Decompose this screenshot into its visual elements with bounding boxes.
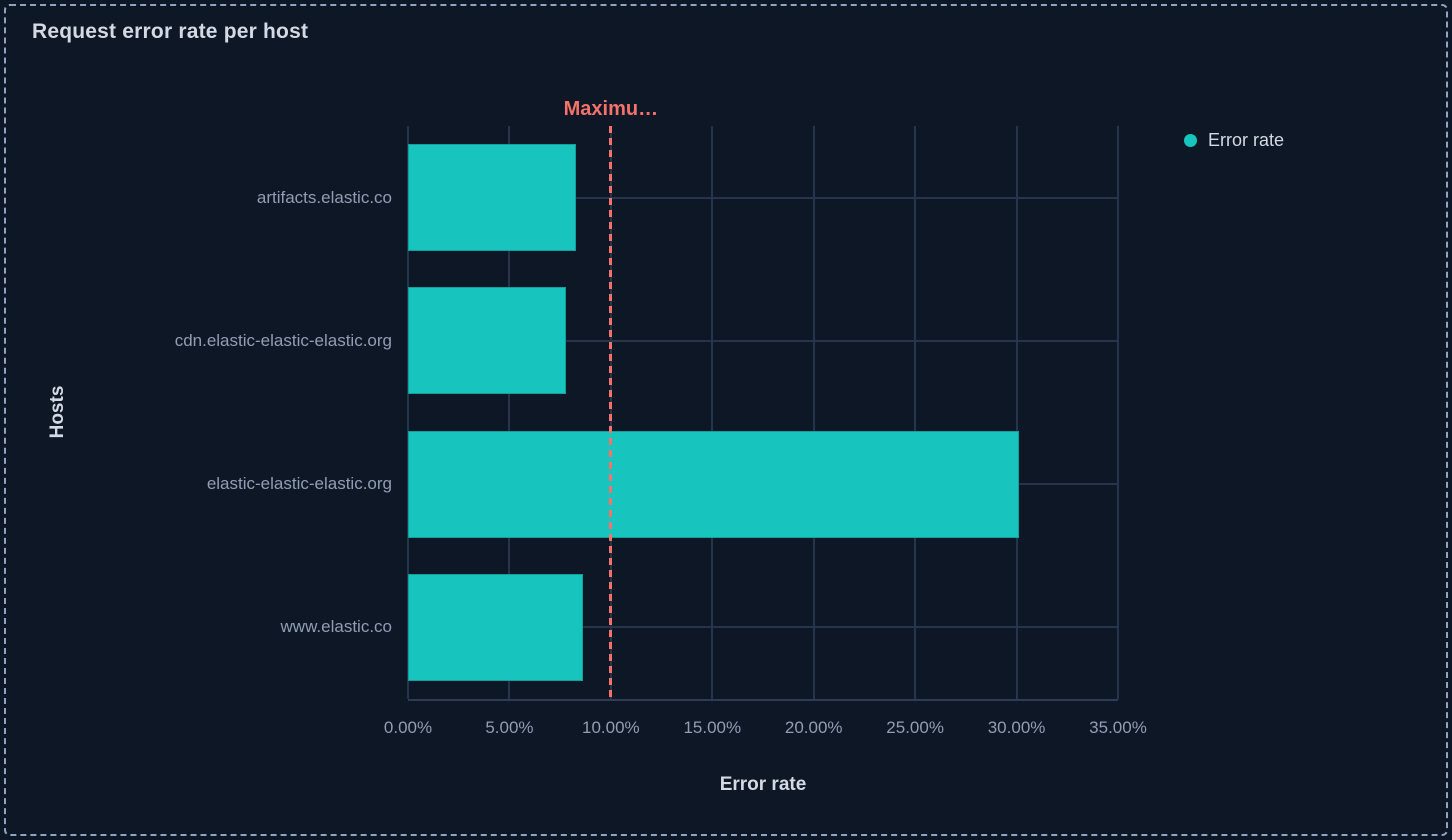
x-tick-label: 35.00% [1089,718,1147,737]
x-tick-label: 30.00% [987,718,1046,737]
x-tick-label: 20.00% [784,718,843,737]
x-gridline [1117,126,1119,699]
x-gridline [711,126,714,699]
bar-cdn-elastic-elastic-elastic-org[interactable] [408,287,567,395]
threshold-line [609,126,613,699]
y-category-label: elastic-elastic-elastic.org [206,474,392,494]
y-axis-labels: artifacts.elastic.co cdn.elastic-elastic-… [6,126,392,699]
y-category-label: artifacts.elastic.co [256,187,392,207]
panel-title: Request error rate per host [32,20,309,43]
x-gridline [407,126,409,699]
x-tick-label: 25.00% [886,718,944,737]
x-gridline [1015,126,1018,699]
legend-dot-icon [1184,134,1197,147]
x-tick-label: 10.00% [582,718,640,737]
x-axis-title: Error rate [719,774,807,795]
error-rate-bar-chart: Hosts artifacts.elastic.co cdn.elastic-el… [6,6,1446,834]
legend: Error rate [1184,130,1284,151]
x-axis-labels: 0.00% 5.00% 10.00% 15.00% 20.00% 25.00% 30.00%… [384,718,1147,744]
legend-item-label: Error rate [1208,130,1285,150]
x-tick-label: 0.00% [383,718,433,737]
y-category-label: www.elastic.co [280,617,392,637]
y-gridline [408,339,1118,342]
bar-artifacts-elastic-co[interactable] [408,144,577,252]
plot-area [407,126,1119,701]
x-gridline [914,126,917,699]
x-tick-label: 5.00% [485,718,534,737]
y-gridline [408,626,1118,629]
y-gridline [408,196,1118,199]
threshold-label: Maximu… [563,98,659,120]
x-tick-label: 15.00% [683,718,742,737]
y-category-label: cdn.elastic-elastic-elastic.org [174,330,392,350]
dashboard-panel[interactable]: Request error rate per host Hosts artifa… [4,4,1448,836]
bar-www-elastic-co[interactable] [408,573,584,681]
legend-item-error-rate[interactable]: Error rate [1184,130,1284,151]
x-gridline [812,126,815,699]
bar-elastic-elastic-elastic-org[interactable] [408,430,1019,538]
x-gridline [508,126,511,699]
